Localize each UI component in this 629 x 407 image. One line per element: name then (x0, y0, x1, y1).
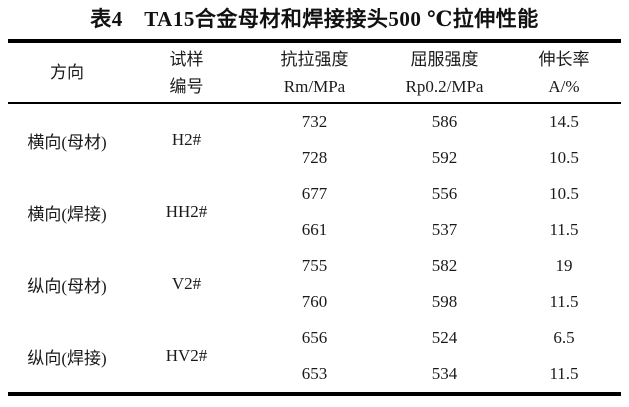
table-row-group: 纵向(母材) V2# 755 760 582 598 19 11.5 (8, 248, 621, 320)
elongation-value: 6.5 (553, 328, 575, 347)
yield-cell: 582 598 (382, 248, 507, 320)
header-sample-line2: 编号 (169, 76, 204, 96)
elongation-value: 11.5 (549, 292, 579, 311)
direction-cell: 纵向(焊接) (8, 320, 126, 392)
elongation-cell: 6.5 11.5 (507, 320, 621, 392)
tensile-value: 755 (301, 256, 328, 275)
yield-value: 598 (431, 292, 458, 311)
header-elongation-line2: A/% (548, 76, 580, 96)
header-rule (8, 102, 621, 104)
yield-value: 534 (431, 364, 458, 383)
yield-value: 556 (431, 184, 458, 203)
tensile-cell: 656 653 (247, 320, 382, 392)
direction-label: 横向(母材) (27, 132, 107, 152)
sample-cell: HH2# (126, 176, 247, 248)
tensile-value: 728 (301, 148, 328, 167)
yield-cell: 524 534 (382, 320, 507, 392)
table-row-group: 横向(母材) H2# 732 728 586 592 14.5 10.5 (8, 104, 621, 176)
header-yield-line1: 屈服强度 (410, 49, 479, 69)
tensile-cell: 677 661 (247, 176, 382, 248)
table-row-group: 横向(焊接) HH2# 677 661 556 537 10.5 11.5 (8, 176, 621, 248)
elongation-value: 11.5 (549, 364, 579, 383)
sample-label: HH2# (165, 202, 208, 221)
elongation-value: 19 (555, 256, 573, 275)
yield-value: 524 (431, 328, 458, 347)
tensile-cell: 755 760 (247, 248, 382, 320)
header-elongation-line1: 伸长率 (538, 49, 590, 69)
yield-value: 586 (431, 112, 458, 131)
header-sample: 试样 编号 (126, 43, 247, 102)
direction-cell: 横向(焊接) (8, 176, 126, 248)
header-yield-line2: Rp0.2/MPa (405, 76, 484, 96)
elongation-cell: 14.5 10.5 (507, 104, 621, 176)
tensile-value: 656 (301, 328, 328, 347)
header-tensile-line2: Rm/MPa (283, 76, 346, 96)
sample-label: HV2# (165, 346, 208, 365)
table-title: 表4 TA15合金母材和焊接接头500 ℃拉伸性能 (90, 7, 539, 31)
tensile-cell: 732 728 (247, 104, 382, 176)
yield-cell: 556 537 (382, 176, 507, 248)
tensile-value: 677 (301, 184, 328, 203)
table-body: 横向(母材) H2# 732 728 586 592 14.5 10.5 横向(… (0, 104, 629, 392)
tensile-value: 732 (301, 112, 328, 131)
bottom-rule (8, 392, 621, 396)
header-sample-line1: 试样 (169, 49, 204, 69)
elongation-cell: 19 11.5 (507, 248, 621, 320)
direction-label: 纵向(焊接) (27, 348, 107, 368)
table-row-group: 纵向(焊接) HV2# 656 653 524 534 6.5 11.5 (8, 320, 621, 392)
elongation-value: 10.5 (549, 184, 579, 203)
header-tensile-strength: 抗拉强度 Rm/MPa (247, 43, 382, 102)
direction-label: 横向(焊接) (27, 204, 107, 224)
header-tensile-line1: 抗拉强度 (280, 49, 349, 69)
sample-label: H2# (171, 130, 202, 149)
top-rule (8, 39, 621, 43)
elongation-value: 10.5 (549, 148, 579, 167)
tensile-value: 653 (301, 364, 328, 383)
elongation-value: 11.5 (549, 220, 579, 239)
yield-cell: 586 592 (382, 104, 507, 176)
sample-cell: H2# (126, 104, 247, 176)
header-elongation: 伸长率 A/% (507, 43, 621, 102)
yield-value: 592 (431, 148, 458, 167)
direction-label: 纵向(母材) (27, 276, 107, 296)
yield-value: 537 (431, 220, 458, 239)
tensile-value: 661 (301, 220, 328, 239)
yield-value: 582 (431, 256, 458, 275)
table-header: 方向 试样 编号 抗拉强度 Rm/MPa 屈服强度 Rp0.2/MPa 伸长率 … (8, 43, 621, 102)
elongation-value: 14.5 (549, 112, 579, 131)
elongation-cell: 10.5 11.5 (507, 176, 621, 248)
header-direction-label: 方向 (50, 63, 84, 82)
sample-cell: HV2# (126, 320, 247, 392)
sample-label: V2# (171, 274, 202, 293)
tensile-value: 760 (301, 292, 328, 311)
sample-cell: V2# (126, 248, 247, 320)
header-yield-strength: 屈服强度 Rp0.2/MPa (382, 43, 507, 102)
header-direction: 方向 (8, 43, 126, 102)
direction-cell: 横向(母材) (8, 104, 126, 176)
direction-cell: 纵向(母材) (8, 248, 126, 320)
